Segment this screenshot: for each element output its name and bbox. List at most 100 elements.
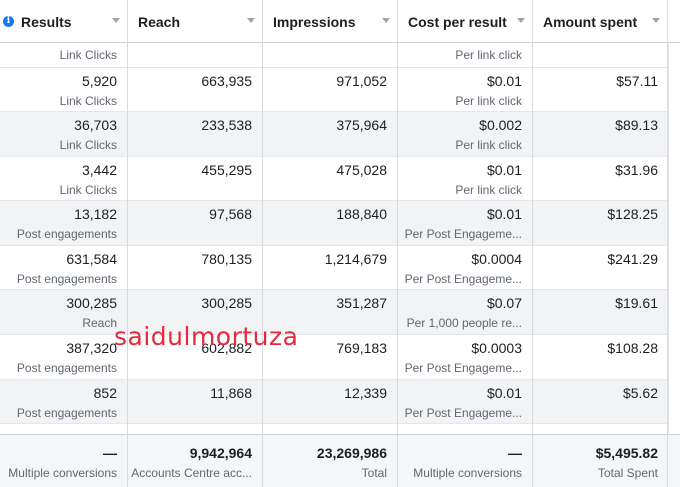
table-row[interactable]: 5,920 Link Clicks 663,935 971,052 $0.01 Pe… — [0, 68, 680, 112]
column-divider[interactable] — [262, 0, 263, 487]
column-divider[interactable] — [532, 0, 533, 487]
reach-value: 300,285 — [201, 295, 252, 311]
cell-impressions: 12,339 — [263, 380, 387, 423]
impressions-value: 188,840 — [336, 206, 387, 222]
sort-chevron-icon[interactable] — [517, 18, 525, 23]
cell-impressions: 475,028 — [263, 157, 387, 200]
column-header-impressions[interactable]: Impressions — [263, 0, 398, 43]
column-header-results[interactable]: i Results — [0, 0, 128, 43]
cell-results: 387,320 Post engagements — [0, 335, 117, 379]
results-value: 300,285 — [66, 295, 117, 311]
cell-reach: 97,568 — [128, 201, 252, 245]
cell-spent: $5.62 — [533, 380, 658, 423]
cell-impressions: 769,183 — [263, 335, 387, 379]
cell-impressions: 188,840 — [263, 201, 387, 245]
column-label: Impressions — [273, 13, 356, 30]
spent-value: $57.11 — [616, 73, 658, 89]
spent-value: $128.25 — [607, 206, 658, 222]
cell-impressions: 351,287 — [263, 290, 387, 334]
cell-cost: $0.002 Per link click — [398, 112, 522, 156]
table-row[interactable] — [0, 424, 680, 434]
reach-value: 780,135 — [201, 251, 252, 267]
table-row[interactable]: 13,182 Post engagements 97,568 188,840 $0… — [0, 201, 680, 246]
table-row[interactable]: 631,584 Post engagements 780,135 1,214,67… — [0, 246, 680, 290]
spent-value: $31.96 — [615, 162, 658, 178]
reach-value: 602,882 — [201, 340, 252, 356]
results-total-label: Multiple conversions — [8, 466, 117, 480]
cell-impressions: 375,964 — [263, 112, 387, 156]
sort-chevron-icon[interactable] — [652, 18, 660, 23]
cost-value: $0.0004 — [471, 251, 522, 267]
sort-chevron-icon[interactable] — [247, 18, 255, 23]
table-row[interactable]: Link Clicks Per link click — [0, 43, 680, 68]
table-row[interactable]: 852 Post engagements 11,868 12,339 $0.01 P… — [0, 380, 680, 424]
cost-total: — — [508, 445, 522, 461]
cost-sublabel: Per link click — [455, 48, 522, 62]
column-header-cost-per-result[interactable]: Cost per result — [398, 0, 533, 43]
cell-cost: $0.01 Per Post Engageme... — [398, 380, 522, 423]
spent-total: $5,495.82 — [595, 445, 658, 461]
column-divider[interactable] — [127, 0, 128, 487]
reach-value: 455,295 — [201, 162, 252, 178]
results-total: — — [103, 445, 117, 461]
cell-impressions: 971,052 — [263, 68, 387, 111]
sort-chevron-icon[interactable] — [112, 18, 120, 23]
column-divider[interactable] — [667, 0, 668, 487]
results-value: 13,182 — [74, 206, 117, 222]
info-icon[interactable]: i — [3, 16, 14, 27]
results-value: 631,584 — [66, 251, 117, 267]
table-row[interactable]: 36,703 Link Clicks 233,538 375,964 $0.002… — [0, 112, 680, 157]
total-impressions: 23,269,986 Total — [263, 435, 387, 487]
reach-value: 11,868 — [210, 385, 252, 401]
column-label: Amount spent — [543, 13, 638, 30]
cell-reach: 602,882 — [128, 335, 252, 379]
cell-reach: 233,538 — [128, 112, 252, 156]
spent-value: $5.62 — [622, 385, 658, 401]
reach-value: 97,568 — [209, 206, 252, 222]
cell-cost: Per link click — [398, 43, 522, 67]
cost-value: $0.07 — [486, 295, 522, 311]
table-header: i Results Reach Impressions Cost per res… — [0, 0, 680, 43]
results-sublabel: Post engagements — [16, 361, 117, 375]
impressions-value: 1,214,679 — [324, 251, 387, 267]
cell-cost: $0.0004 Per Post Engageme... — [398, 246, 522, 289]
cost-sublabel: Per Post Engageme... — [404, 227, 522, 241]
impressions-value: 769,183 — [336, 340, 387, 356]
cell-spent: $108.28 — [533, 335, 658, 379]
spent-value: $241.29 — [607, 251, 658, 267]
cell-reach: 663,935 — [128, 68, 252, 111]
table-row[interactable]: 300,285 Reach 300,285 351,287 $0.07 Per 1,… — [0, 290, 680, 335]
cell-results: 5,920 Link Clicks — [0, 68, 117, 111]
sort-chevron-icon[interactable] — [382, 18, 390, 23]
column-divider[interactable] — [397, 0, 398, 487]
table-row[interactable]: 3,442 Link Clicks 455,295 475,028 $0.01 Pe… — [0, 157, 680, 201]
column-label: Reach — [138, 13, 181, 30]
reach-value: 663,935 — [201, 73, 252, 89]
reach-total: 9,942,964 — [189, 445, 252, 461]
column-header-amount-spent[interactable]: Amount spent — [533, 0, 668, 43]
cost-sublabel: Per 1,000 people re... — [406, 316, 522, 330]
cell-results: 852 Post engagements — [0, 380, 117, 423]
cost-value: $0.01 — [486, 73, 522, 89]
cell-reach: 300,285 — [128, 290, 252, 334]
cell-cost: $0.07 Per 1,000 people re... — [398, 290, 522, 334]
impressions-total: 23,269,986 — [316, 445, 387, 461]
cell-spent: $19.61 — [533, 290, 658, 334]
results-sublabel: Reach — [82, 316, 117, 330]
cost-sublabel: Per Post Engageme... — [404, 361, 522, 375]
column-header-reach[interactable]: Reach — [128, 0, 263, 43]
results-sublabel: Link Clicks — [59, 94, 117, 108]
total-spent: $5,495.82 Total Spent — [533, 435, 658, 487]
total-results: — Multiple conversions — [0, 435, 117, 487]
table-row[interactable]: 387,320 Post engagements 602,882 769,183 … — [0, 335, 680, 380]
results-sublabel: Post engagements — [16, 272, 117, 286]
vertical-scrollbar[interactable] — [668, 43, 680, 434]
total-reach: 9,942,964 Accounts Centre acc... — [128, 435, 252, 487]
cost-value: $0.0003 — [471, 340, 522, 356]
cell-spent: $57.11 — [533, 68, 658, 111]
reach-total-label: Accounts Centre acc... — [131, 466, 252, 480]
table-totals-row: — Multiple conversions 9,942,964 Accounts … — [0, 434, 680, 487]
column-label: Results — [21, 13, 72, 30]
cell-reach: 780,135 — [128, 246, 252, 289]
